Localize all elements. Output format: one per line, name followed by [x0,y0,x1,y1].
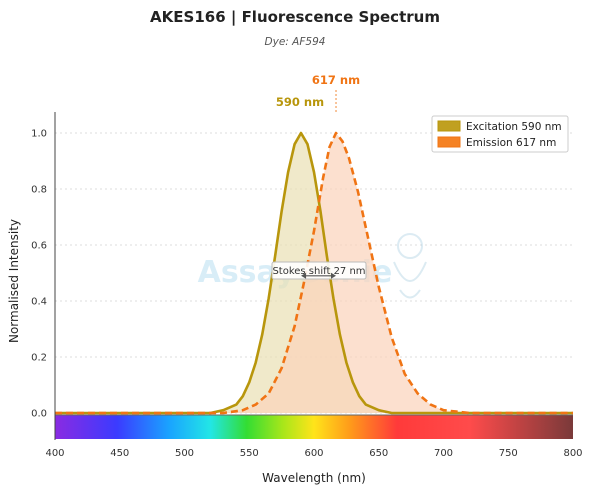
x-axis-title: Wavelength (nm) [262,471,366,485]
y-tick-label: 0.8 [31,185,47,196]
genie-body [393,261,427,299]
x-tick-label: 700 [434,448,453,459]
y-tick-label: 1.0 [31,129,47,140]
chart-subtitle: Dye: AF594 [264,36,326,48]
legend-label: Excitation 590 nm [466,121,562,133]
x-tick-label: 750 [499,448,518,459]
visible-spectrum-bar [55,415,573,439]
x-tick-label: 400 [45,448,64,459]
y-tick-label: 0.2 [31,353,47,364]
stokes-shift-box [271,261,367,280]
x-tick-label: 650 [369,448,388,459]
genie-icon [393,233,427,299]
y-axis-title: Normalised Intensity [7,219,21,343]
stokes-shift-label: Stokes shift 27 nm [272,266,365,277]
x-tick-label: 800 [563,448,582,459]
emission-peak-label: 617 nm [312,73,360,87]
emission-line [55,131,573,415]
legend-label: Emission 617 nm [466,137,556,149]
x-tick-label: 550 [240,448,259,459]
stokes-arrow-left-head [301,272,307,279]
chart-title: AKES166 | Fluorescence Spectrum [150,8,440,26]
y-tick-label: 0.0 [31,409,47,420]
legend-box [431,115,569,153]
y-tick-label: 0.6 [31,241,47,252]
x-tick-label: 600 [304,448,323,459]
y-tick-label: 0.4 [31,297,47,308]
genie-head [397,233,423,259]
legend-swatch [437,136,461,148]
x-tick-label: 500 [175,448,194,459]
stokes-arrow-right-head [331,272,337,279]
excitation-peak-label: 590 nm [276,95,324,109]
x-tick-label: 450 [110,448,129,459]
legend-swatch [437,120,461,132]
excitation-line [55,131,573,415]
